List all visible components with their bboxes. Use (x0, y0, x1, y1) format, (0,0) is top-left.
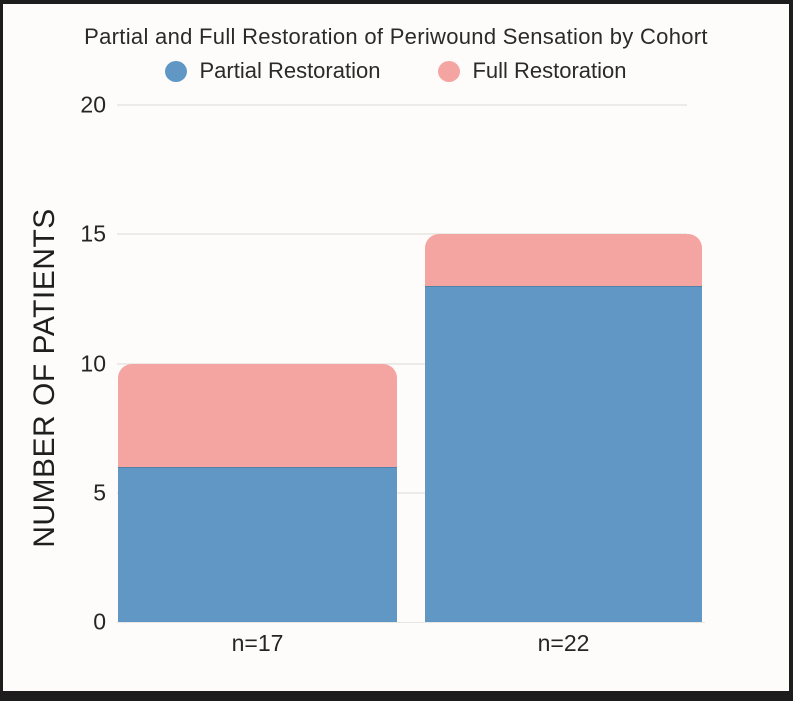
bar-n=17-partial-restoration-segment (118, 466, 397, 622)
gridline-10 (117, 362, 688, 365)
bar-n=22 (425, 105, 702, 622)
gridline-15 (117, 233, 688, 236)
legend-item-partial: Partial Restoration (165, 58, 380, 84)
y-tick-label-10: 10 (80, 350, 106, 376)
legend: Partial Restoration Full Restoration (3, 58, 789, 84)
legend-label-partial: Partial Restoration (199, 58, 381, 83)
y-tick-label-0: 0 (93, 608, 106, 635)
bar-n=17-full-restoration-segment (118, 363, 397, 467)
chart-title: Partial and Full Restoration of Periwoun… (84, 24, 708, 49)
x-axis-baseline (117, 622, 705, 623)
plot-area (117, 104, 705, 623)
legend-item-full: Full Restoration (438, 58, 627, 84)
partial-restoration-dot-icon (165, 60, 188, 82)
gridline-20 (117, 104, 688, 106)
y-tick-label-15: 15 (80, 220, 106, 247)
bar-n=22-partial-restoration-segment (425, 285, 702, 622)
y-tick-label-5: 5 (93, 479, 106, 506)
bar-n=22-full-restoration-segment (425, 234, 702, 286)
x-axis-tick-labels: n=17 n=22 (117, 630, 705, 664)
full-restoration-dot-icon (438, 60, 461, 82)
bar-n=17 (118, 105, 397, 622)
gridline-5 (117, 491, 688, 494)
y-axis-tick-labels: 0 5 10 15 20 (3, 92, 106, 635)
x-category-label-n=17: n=17 (231, 630, 284, 656)
y-tick-label-20: 20 (80, 91, 106, 118)
legend-label-full: Full Restoration (472, 58, 627, 83)
x-category-label-n=22: n=22 (537, 630, 590, 656)
